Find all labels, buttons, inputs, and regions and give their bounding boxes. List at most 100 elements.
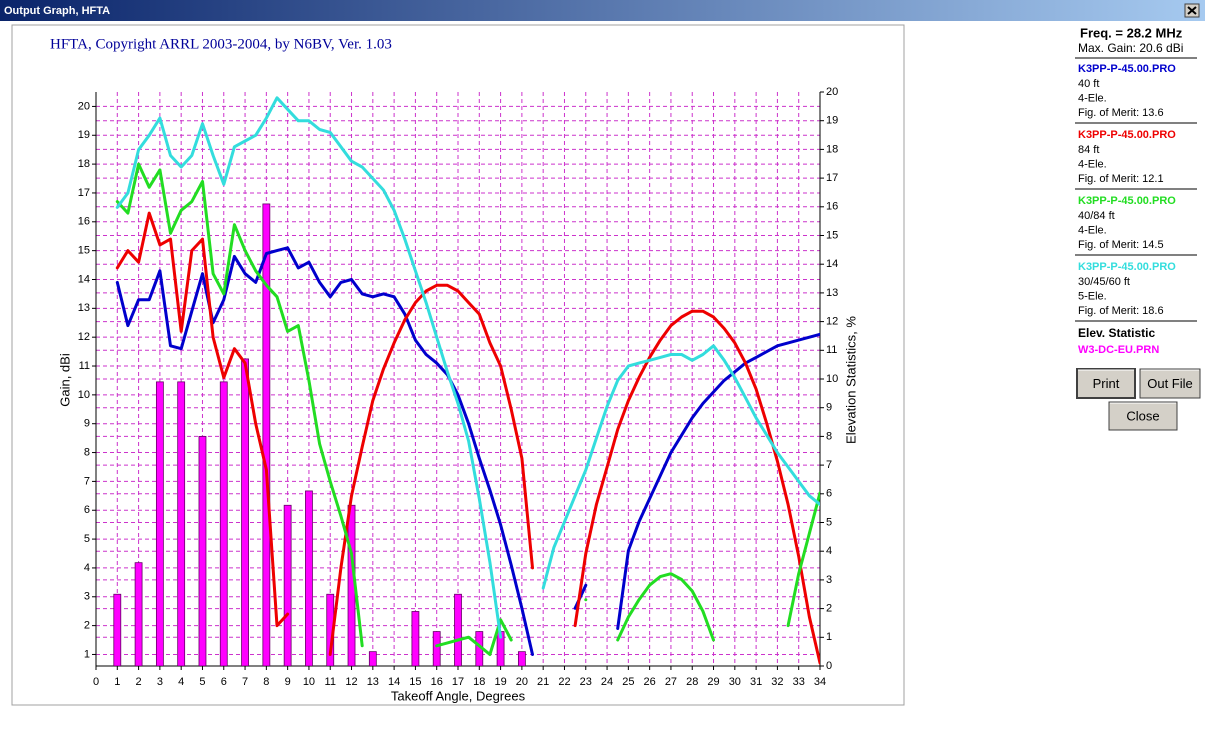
button-label[interactable]: Close [1126,408,1159,423]
y2-tick-label: 19 [826,115,838,127]
y2-tick-label: 8 [826,430,832,442]
gain-line [115,96,820,639]
y-tick-label: 1 [84,648,90,660]
x-tick-label: 24 [601,676,613,688]
y2-tick-label: 16 [826,201,838,213]
y2-tick-label: 4 [826,545,832,557]
x-tick-label: 4 [178,676,184,688]
legend-detail: 4-Ele. [1078,92,1107,104]
elevation-bar [155,381,164,666]
y-tick-label: 12 [78,331,90,343]
y-tick-label: 19 [78,129,90,141]
x-tick-label: 31 [750,676,762,688]
x-tick-label: 9 [285,676,291,688]
legend-entry: K3PP-P-45.00.PRO [1078,195,1176,207]
x-tick-label: 20 [516,676,528,688]
legend-panel: K3PP-P-45.00.PRO 40 ft 4-Ele. Fig. of Merit… [1075,63,1201,431]
gain-line [115,211,820,665]
legend-detail: 4-Ele. [1078,224,1107,236]
y-tick-label: 3 [84,591,90,603]
legend-detail: Fig. of Merit: 12.1 [1078,173,1164,185]
gain-line [115,162,820,656]
legend-detail: Fig. of Merit: 14.5 [1078,239,1164,251]
elevation-bar [517,651,526,666]
elevation-bar [241,358,249,666]
y-tick-label: 10 [78,389,90,401]
x-tick-label: 7 [242,676,248,688]
button-label[interactable]: Print [1093,376,1120,391]
y2-tick-label: 5 [826,516,832,528]
button[interactable]: Close [1108,401,1178,431]
y-tick-label: 5 [84,533,90,545]
max-gain-label: Max. Gain: 20.6 dBi [1078,41,1183,55]
legend-detail: 30/45/60 ft [1078,276,1130,288]
series-layer [113,96,820,666]
elevation-bar [177,381,186,666]
button[interactable]: Out File [1139,368,1201,399]
x-tick-label: 28 [686,676,698,688]
y2-tick-label: 9 [826,402,832,414]
button[interactable]: Print [1076,368,1136,399]
chart-title: HFTA, Copyright ARRL 2003-2004, by N6BV,… [50,36,392,52]
x-tick-label: 21 [537,676,549,688]
elevation-bar [411,611,420,666]
y-tick-label: 9 [84,418,90,430]
y-tick-label: 6 [84,504,90,516]
y2-tick-label: 7 [826,459,832,471]
button-face[interactable] [1108,401,1178,431]
y-tick-label: 7 [84,475,90,487]
y2-tick-label: 18 [826,143,838,155]
x-tick-label: 27 [665,676,677,688]
x-tick-label: 34 [814,676,826,688]
x-tick-label: 17 [452,676,464,688]
x-tick-label: 1 [114,676,120,688]
elevation-bar [219,381,228,666]
y-tick-label: 17 [78,187,90,199]
y-tick-label: 4 [84,562,90,574]
elevation-bar [432,631,441,666]
y-axis-title: Gain, dBi [57,353,72,407]
legend-detail: Fig. of Merit: 18.6 [1078,305,1164,317]
legend-detail: 4-Ele. [1078,158,1107,170]
close-box[interactable] [1184,3,1200,18]
legend-entry: W3-DC-EU.PRN [1078,344,1159,356]
button-label[interactable]: Out File [1147,376,1193,391]
y2-tick-label: 12 [826,316,838,328]
legend-entry: K3PP-P-45.00.PRO [1078,129,1176,141]
y2-tick-label: 2 [826,603,832,615]
y2-tick-label: 15 [826,229,838,241]
elevation-bar [113,593,122,666]
x-tick-label: 10 [303,676,315,688]
y2-tick-label: 3 [826,574,832,586]
y-tick-label: 15 [78,245,90,257]
x-tick-label: 14 [388,676,400,688]
y2-tick-label: 10 [826,373,838,385]
x-tick-label: 23 [580,676,592,688]
x-tick-label: 19 [494,676,506,688]
y-tick-label: 2 [84,620,90,632]
x-tick-label: 32 [771,676,783,688]
button-face[interactable] [1139,368,1201,399]
x-tick-label: 13 [367,676,379,688]
legend-entry: K3PP-P-45.00.PRO [1078,261,1176,273]
y2-tick-label: 0 [826,660,832,672]
x-tick-label: 15 [409,676,421,688]
x-tick-label: 5 [199,676,205,688]
elevation-bar [134,562,143,666]
x-tick-label: 26 [644,676,656,688]
x-tick-label: 16 [431,676,443,688]
legend-detail: 40/84 ft [1078,210,1115,222]
elevation-bar [305,490,313,666]
y-tick-label: 14 [78,273,90,285]
y-tick-label: 16 [78,216,90,228]
legend-detail: Fig. of Merit: 13.6 [1078,107,1164,119]
x-axis-title: Takeoff Angle, Degrees [391,688,526,703]
y2-tick-label: 17 [826,172,838,184]
legend-detail: 5-Ele. [1078,290,1107,302]
y-tick-label: 11 [79,360,90,372]
x-tick-label: 0 [93,676,99,688]
y-tick-label: 8 [84,446,90,458]
y2-tick-label: 20 [826,86,838,98]
legend-entry: K3PP-P-45.00.PRO [1078,63,1176,75]
button-face[interactable] [1076,368,1136,399]
